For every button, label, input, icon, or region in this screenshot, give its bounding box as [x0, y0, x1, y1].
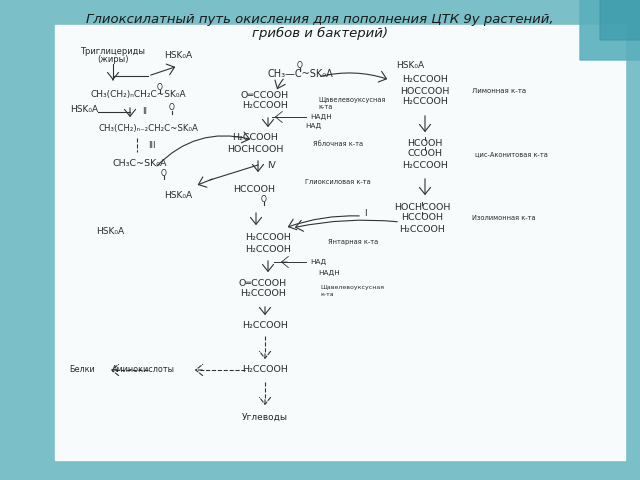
Text: НАДН: НАДН	[318, 270, 340, 276]
Text: O: O	[169, 104, 175, 112]
Text: O: O	[297, 60, 303, 70]
Text: HCOOH: HCOOH	[407, 139, 443, 147]
Text: НАДН: НАДН	[310, 114, 332, 120]
Text: H₂CCOOH: H₂CCOOH	[232, 133, 278, 143]
Text: III: III	[148, 141, 156, 149]
Text: H₂CCOOH: H₂CCOOH	[402, 75, 448, 84]
FancyBboxPatch shape	[600, 0, 640, 40]
Text: H₂CCOOH: H₂CCOOH	[399, 225, 445, 233]
Text: грибов и бактерий): грибов и бактерий)	[252, 26, 388, 39]
Text: Яблочная к-та: Яблочная к-та	[313, 141, 363, 147]
FancyBboxPatch shape	[580, 0, 640, 60]
Text: O═CCOOH: O═CCOOH	[241, 91, 289, 99]
Text: Белки: Белки	[69, 365, 95, 374]
Text: Щавелевоуксусная: Щавелевоуксусная	[318, 97, 385, 103]
Text: (жиры): (жиры)	[97, 56, 129, 64]
Text: O═CCOOH: O═CCOOH	[239, 278, 287, 288]
Text: H₂CCOOH: H₂CCOOH	[245, 244, 291, 253]
Text: H₂CCOOH: H₂CCOOH	[245, 233, 291, 242]
Text: HOCCOOH: HOCCOOH	[400, 86, 450, 96]
Text: HSK₀A: HSK₀A	[96, 228, 124, 237]
Text: HSK₀A: HSK₀A	[396, 60, 424, 70]
Text: Глиоксиловая к-та: Глиоксиловая к-та	[305, 179, 371, 185]
Text: НАД: НАД	[310, 259, 326, 265]
Text: Щавелевоуксусная: Щавелевоуксусная	[320, 286, 384, 290]
Text: H₂CCOOH: H₂CCOOH	[240, 289, 286, 299]
Text: HOCHCOOH: HOCHCOOH	[227, 144, 283, 154]
Text: Лимонная к-та: Лимонная к-та	[472, 88, 526, 94]
Text: H₂CCOOH: H₂CCOOH	[242, 365, 288, 374]
Text: O: O	[157, 83, 163, 92]
Text: Аминокислоты: Аминокислоты	[112, 365, 175, 374]
Text: H₂CCOOH: H₂CCOOH	[242, 322, 288, 331]
Text: HCCOOH: HCCOOH	[233, 184, 275, 193]
Text: HSK₀A: HSK₀A	[164, 50, 192, 60]
Text: IV: IV	[268, 161, 276, 170]
Text: HOCHCOOH: HOCHCOOH	[394, 203, 450, 212]
Text: CH₃(CH₂)ₙCH₂C~SK₀A: CH₃(CH₂)ₙCH₂C~SK₀A	[90, 91, 186, 99]
Text: CH₃(CH₂)ₙ₋₂CH₂C~SK₀A: CH₃(CH₂)ₙ₋₂CH₂C~SK₀A	[98, 123, 198, 132]
Text: к-та: к-та	[318, 104, 332, 110]
Text: HSK₀A: HSK₀A	[70, 106, 98, 115]
Text: O: O	[261, 194, 267, 204]
Text: Триглицериды: Триглицериды	[81, 48, 145, 57]
Text: HSK₀A: HSK₀A	[164, 191, 192, 200]
Text: H₂CCOOH: H₂CCOOH	[242, 101, 288, 110]
Text: Углеводы: Углеводы	[242, 412, 288, 421]
Text: цис-Аконитовая к-та: цис-Аконитовая к-та	[475, 151, 548, 157]
Text: CH₃C~SK₀A: CH₃C~SK₀A	[113, 159, 167, 168]
Text: I: I	[364, 208, 366, 217]
Text: CCOOH: CCOOH	[408, 149, 442, 158]
Text: H₂CCOOH: H₂CCOOH	[402, 97, 448, 107]
Text: H₂CCOOH: H₂CCOOH	[402, 160, 448, 169]
Text: Изолимонная к-та: Изолимонная к-та	[472, 215, 536, 221]
Text: Янтарная к-та: Янтарная к-та	[328, 239, 378, 245]
Text: к-та: к-та	[320, 291, 333, 297]
Bar	[55, 25, 625, 460]
Text: O: O	[161, 168, 167, 178]
Text: II: II	[143, 108, 147, 117]
Text: Глиоксилатный путь окисления для пополнения ЦТК 9у растений,: Глиоксилатный путь окисления для пополне…	[86, 13, 554, 26]
Text: CH₃—C~SK₀A: CH₃—C~SK₀A	[267, 69, 333, 79]
Text: HCCOOH: HCCOOH	[401, 214, 443, 223]
Text: НАД: НАД	[305, 123, 321, 129]
